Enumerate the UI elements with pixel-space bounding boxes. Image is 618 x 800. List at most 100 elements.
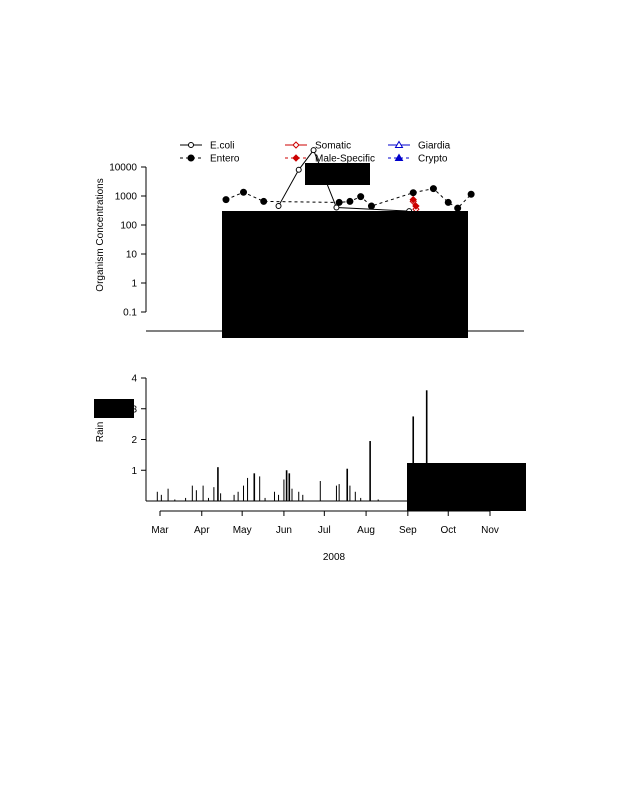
x-tick-label: Jun — [276, 525, 292, 536]
entero-point — [409, 189, 417, 197]
rain-bar — [319, 481, 321, 501]
y-axis-title: Rain — [95, 422, 106, 443]
rain-bar — [354, 491, 356, 501]
rain-bar — [220, 493, 222, 501]
rain-bar — [185, 497, 187, 501]
y-axis-ticks: 0.1 1 10 100 1000 10000 — [109, 163, 146, 319]
x-tick-label: Sep — [399, 525, 417, 536]
redaction-block — [94, 399, 134, 418]
e-coli-point — [333, 204, 340, 211]
redaction-block — [305, 163, 370, 185]
legend-label-crypto: Crypto — [418, 154, 448, 165]
rain-bar — [302, 494, 304, 501]
rain-bar — [338, 484, 340, 501]
rain-bar — [369, 441, 371, 501]
y-tick-label: 1 — [131, 279, 137, 290]
rain-bar — [346, 468, 349, 501]
rain-bar — [253, 473, 256, 501]
y-tick-label: 1 — [131, 466, 137, 477]
rain-bar — [377, 499, 379, 501]
series-points — [222, 147, 475, 215]
y-tick-label: 4 — [131, 374, 137, 385]
y-tick-label: 2 — [131, 435, 137, 446]
rain-bar — [191, 485, 193, 501]
y-tick-label: 0.1 — [123, 308, 137, 319]
x-axis-ticks: Mar Apr May Jun Jul Aug Sep Oct Nov — [151, 511, 499, 536]
y-tick-label: 100 — [120, 221, 137, 232]
rain-bar — [156, 491, 158, 501]
x-tick-label: Nov — [481, 525, 499, 536]
rain-bar — [160, 494, 162, 501]
rain-bar — [233, 494, 235, 501]
rain-bar — [298, 491, 300, 501]
rain-bar — [291, 488, 293, 501]
rain-bar — [425, 390, 428, 501]
rain-bar — [259, 476, 261, 501]
entero-point — [222, 196, 230, 204]
rain-bar — [217, 467, 219, 501]
legend-label-giardia: Giardia — [418, 141, 451, 152]
legend: E.coli Somatic Giardia Entero Male-Specific C… — [180, 141, 451, 165]
legend-label-male-specific: Male-Specific — [315, 154, 375, 165]
organism-concentration-chart: 0.1 1 10 100 1000 10000 Organism Concentratio… — [95, 141, 524, 338]
x-axis-title: 2008 — [323, 552, 346, 563]
y-tick-label: 3 — [131, 404, 137, 415]
rain-bar — [207, 497, 209, 501]
entero-point — [367, 202, 375, 210]
x-tick-label: Aug — [357, 525, 375, 536]
male-specific-point — [409, 195, 417, 204]
rain-bar — [195, 490, 197, 501]
redaction-block — [407, 463, 526, 511]
entero-point — [444, 198, 452, 206]
x-tick-label: Mar — [151, 525, 169, 536]
rain-bar — [167, 488, 169, 501]
y-axis-ticks: 1 2 3 4 — [131, 374, 146, 477]
legend-label-e-coli: E.coli — [210, 141, 234, 152]
entero-point — [335, 198, 343, 206]
rain-bar — [264, 497, 266, 501]
legend-marker-entero — [187, 154, 195, 162]
entero-point — [346, 197, 354, 205]
rain-bar — [335, 485, 337, 501]
redaction-block — [222, 211, 468, 338]
rain-bar — [273, 491, 275, 501]
rain-bar — [285, 470, 288, 501]
rain-bar — [174, 499, 176, 501]
y-axis-title: Organism Concentrations — [95, 178, 106, 291]
e-coli-point — [310, 147, 317, 154]
rain-bar — [247, 477, 249, 501]
x-tick-label: Oct — [440, 525, 456, 536]
rain-bar — [283, 479, 285, 501]
rain-bar — [202, 485, 204, 501]
entero-point — [240, 188, 248, 196]
rain-bar — [243, 485, 245, 501]
rain-bar — [360, 497, 362, 501]
male-specific-point — [412, 202, 420, 210]
rain-bar — [412, 416, 415, 501]
entero-point — [429, 185, 437, 193]
legend-marker-giardia — [394, 140, 404, 148]
rain-bars — [156, 390, 434, 501]
x-tick-label: Apr — [194, 525, 210, 536]
y-tick-label: 10000 — [109, 163, 137, 174]
x-tick-label: May — [233, 525, 252, 536]
rain-bar — [237, 491, 239, 501]
rain-bar — [288, 473, 291, 501]
entero-point — [454, 204, 462, 212]
y-tick-label: 10 — [126, 250, 138, 261]
rain-bar — [349, 485, 351, 501]
e-coli-point — [295, 166, 302, 173]
e-coli-point — [275, 203, 282, 210]
legend-marker-somatic — [292, 141, 300, 149]
entero-point — [467, 190, 475, 198]
rain-chart: 1 2 3 4 Rain Mar Apr May Jun Jul Aug Sep Oct Nov 20… — [94, 374, 526, 563]
legend-marker-crypto — [394, 153, 404, 161]
rain-bar — [213, 487, 215, 501]
x-tick-label: Jul — [318, 525, 331, 536]
entero-point — [357, 193, 365, 201]
legend-marker-e-coli — [188, 142, 194, 148]
legend-marker-male-specific — [292, 154, 300, 162]
legend-label-entero: Entero — [210, 154, 240, 165]
